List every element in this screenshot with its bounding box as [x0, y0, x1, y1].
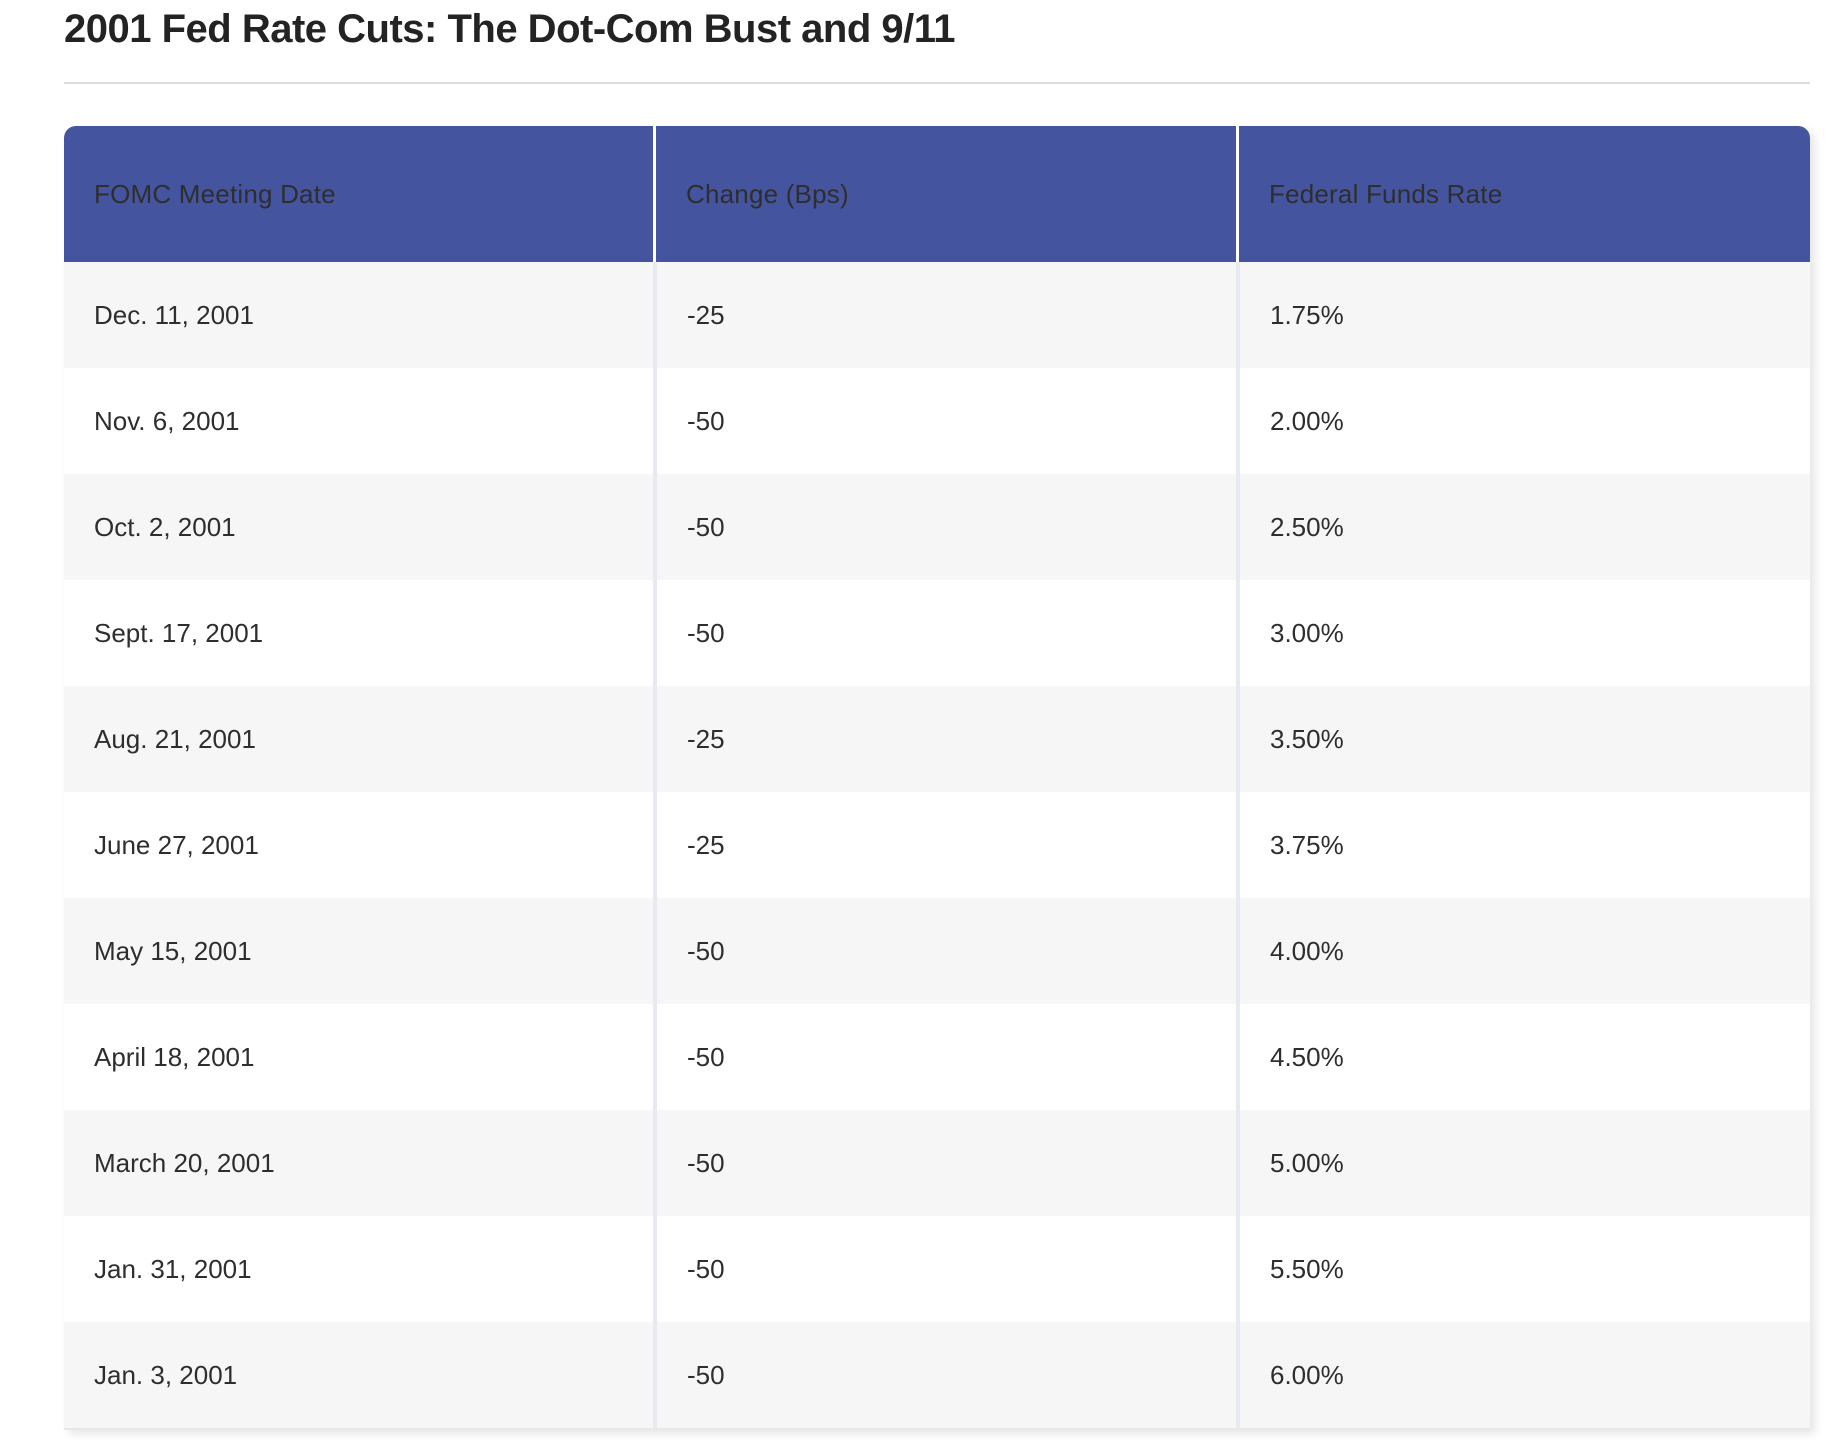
cell-federal-funds-rate: 4.00%: [1236, 898, 1810, 1004]
cell-change-bps: -50: [653, 474, 1236, 580]
table-row: Dec. 11, 2001 -25 1.75%: [64, 262, 1810, 368]
cell-meeting-date: June 27, 2001: [94, 829, 259, 860]
cell-federal-funds-rate: 2.00%: [1236, 368, 1810, 474]
cell-meeting-date: Nov. 6, 2001: [94, 405, 240, 436]
cell-change-bps: -50: [653, 580, 1236, 686]
cell-federal-funds-rate: 5.50%: [1236, 1216, 1810, 1322]
table-row: Jan. 31, 2001 -50 5.50%: [64, 1216, 1810, 1322]
fed-rate-cuts-table: FOMC Meeting Date Change (Bps) Federal F…: [64, 126, 1810, 1430]
cell-change-bps: -50: [653, 368, 1236, 474]
table-row: March 20, 2001 -50 5.00%: [64, 1110, 1810, 1216]
table-row: May 15, 2001 -50 4.00%: [64, 898, 1810, 1004]
cell-meeting-date: March 20, 2001: [94, 1147, 275, 1178]
cell-meeting-date: April 18, 2001: [94, 1041, 255, 1072]
header-cell-change-bps: Change (Bps): [653, 126, 1236, 262]
cell-change-bps: -50: [653, 1004, 1236, 1110]
table-row: Nov. 6, 2001 -50 2.00%: [64, 368, 1810, 474]
cell-federal-funds-rate: 1.75%: [1236, 262, 1810, 368]
cell-meeting-date: Aug. 21, 2001: [94, 723, 256, 754]
cell-change-bps: -25: [653, 686, 1236, 792]
table-row: Oct. 2, 2001 -50 2.50%: [64, 474, 1810, 580]
cell-change-bps: -50: [653, 1216, 1236, 1322]
page-title: 2001 Fed Rate Cuts: The Dot-Com Bust and…: [64, 7, 956, 51]
cell-meeting-date: Sept. 17, 2001: [94, 617, 264, 648]
cell-federal-funds-rate: 3.00%: [1236, 580, 1810, 686]
header-cell-federal-funds-rate: Federal Funds Rate: [1236, 126, 1810, 262]
table-row: June 27, 2001 -25 3.75%: [64, 792, 1810, 898]
cell-federal-funds-rate: 2.50%: [1236, 474, 1810, 580]
table-header-row: FOMC Meeting Date Change (Bps) Federal F…: [64, 126, 1810, 262]
cell-change-bps: -50: [653, 1110, 1236, 1216]
table-body: Dec. 11, 2001 -25 1.75% Nov. 6, 2001 -50…: [64, 262, 1810, 1428]
cell-meeting-date: Oct. 2, 2001: [94, 511, 236, 542]
title-divider: [64, 82, 1810, 84]
cell-change-bps: -25: [653, 792, 1236, 898]
cell-meeting-date: Jan. 31, 2001: [94, 1253, 252, 1284]
cell-meeting-date: Jan. 3, 2001: [94, 1359, 238, 1390]
table-row: April 18, 2001 -50 4.50%: [64, 1004, 1810, 1110]
cell-federal-funds-rate: 3.75%: [1236, 792, 1810, 898]
cell-federal-funds-rate: 4.50%: [1236, 1004, 1810, 1110]
cell-change-bps: -25: [653, 262, 1236, 368]
table-row: Sept. 17, 2001 -50 3.00%: [64, 580, 1810, 686]
table-row: Aug. 21, 2001 -25 3.50%: [64, 686, 1810, 792]
cell-federal-funds-rate: 6.00%: [1236, 1322, 1810, 1428]
cell-meeting-date: Dec. 11, 2001: [94, 299, 254, 330]
cell-meeting-date: May 15, 2001: [94, 935, 252, 966]
cell-federal-funds-rate: 5.00%: [1236, 1110, 1810, 1216]
cell-change-bps: -50: [653, 1322, 1236, 1428]
cell-federal-funds-rate: 3.50%: [1236, 686, 1810, 792]
table-row: Jan. 3, 2001 -50 6.00%: [64, 1322, 1810, 1428]
cell-change-bps: -50: [653, 898, 1236, 1004]
header-cell-meeting-date: FOMC Meeting Date: [94, 178, 336, 209]
